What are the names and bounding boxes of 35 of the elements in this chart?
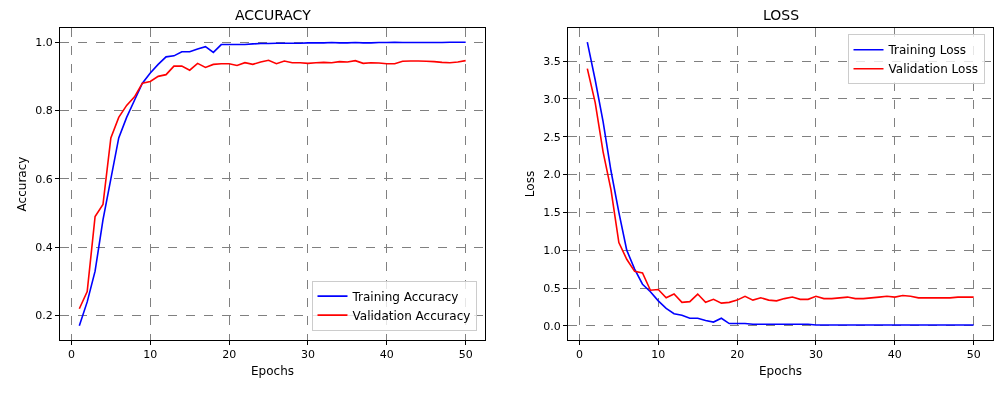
- x-tick-label: 0: [575, 348, 583, 362]
- chart-title: ACCURACY: [235, 7, 312, 23]
- legend-label: Validation Accuracy: [352, 308, 471, 323]
- y-tick-label: 0.2: [35, 309, 53, 323]
- legend-label: Training Accuracy: [351, 289, 459, 304]
- y-tick-label: 1.0: [543, 244, 561, 258]
- y-tick-label: 1.5: [543, 206, 561, 220]
- x-tick-label: 40: [379, 348, 394, 362]
- y-tick-label: 0.4: [35, 241, 53, 255]
- y-tick-label: 3.5: [543, 54, 561, 68]
- y-tick-label: 2.5: [543, 130, 561, 144]
- y-axis-title: Loss: [522, 170, 537, 198]
- x-tick-label: 30: [300, 348, 315, 362]
- x-tick-label: 30: [808, 348, 823, 362]
- x-tick-label: 10: [651, 348, 666, 362]
- x-tick-label: 0: [67, 348, 75, 362]
- x-tick-label: 40: [887, 348, 902, 362]
- legend-label: Validation Loss: [888, 62, 978, 77]
- x-tick-label: 10: [143, 348, 158, 362]
- y-tick-label: 0.0: [543, 319, 561, 333]
- y-tick-label: 2.0: [543, 168, 561, 182]
- x-tick-label: 20: [730, 348, 745, 362]
- x-tick-label: 50: [966, 348, 981, 362]
- x-axis-title: Epochs: [759, 364, 802, 379]
- x-axis-title: Epochs: [251, 364, 294, 379]
- y-tick-label: 3.0: [543, 92, 561, 106]
- chart-title: LOSS: [763, 7, 800, 23]
- y-axis-title: Accuracy: [14, 156, 29, 212]
- x-tick-label: 20: [222, 348, 237, 362]
- y-tick-label: 0.5: [543, 281, 561, 295]
- x-tick-label: 50: [458, 348, 473, 362]
- y-tick-label: 1.0: [35, 36, 53, 50]
- legend-label: Training Loss: [887, 43, 966, 58]
- y-tick-label: 0.8: [35, 104, 53, 118]
- y-tick-label: 0.6: [35, 172, 53, 186]
